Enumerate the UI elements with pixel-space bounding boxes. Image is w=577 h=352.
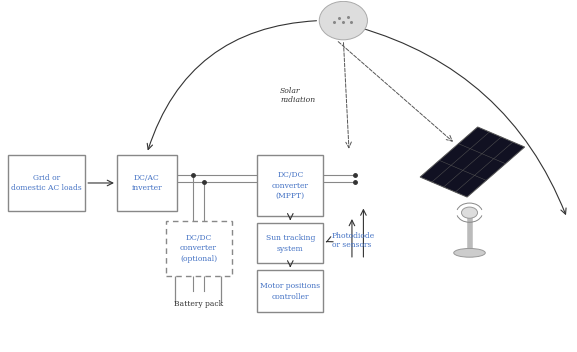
Text: Sun tracking
system: Sun tracking system	[265, 234, 315, 253]
Polygon shape	[420, 127, 524, 197]
Ellipse shape	[462, 207, 478, 218]
Text: Photodiode
or sensors: Photodiode or sensors	[332, 232, 375, 249]
FancyBboxPatch shape	[257, 155, 323, 216]
FancyBboxPatch shape	[8, 155, 85, 211]
Text: DC/AC
inverter: DC/AC inverter	[132, 174, 162, 192]
Text: Solar
radiation: Solar radiation	[280, 87, 316, 104]
Text: DC/DC
converter
(optional): DC/DC converter (optional)	[180, 234, 217, 263]
Text: DC/DC
converter
(MPPT): DC/DC converter (MPPT)	[272, 171, 309, 200]
Ellipse shape	[454, 249, 485, 257]
FancyBboxPatch shape	[166, 221, 231, 276]
Text: Battery pack: Battery pack	[174, 300, 223, 308]
FancyBboxPatch shape	[257, 223, 323, 263]
FancyBboxPatch shape	[257, 270, 323, 312]
Ellipse shape	[319, 1, 368, 40]
FancyBboxPatch shape	[117, 155, 177, 211]
Text: Grid or
domestic AC loads: Grid or domestic AC loads	[11, 174, 82, 192]
Text: Motor positions
controller: Motor positions controller	[260, 282, 320, 301]
